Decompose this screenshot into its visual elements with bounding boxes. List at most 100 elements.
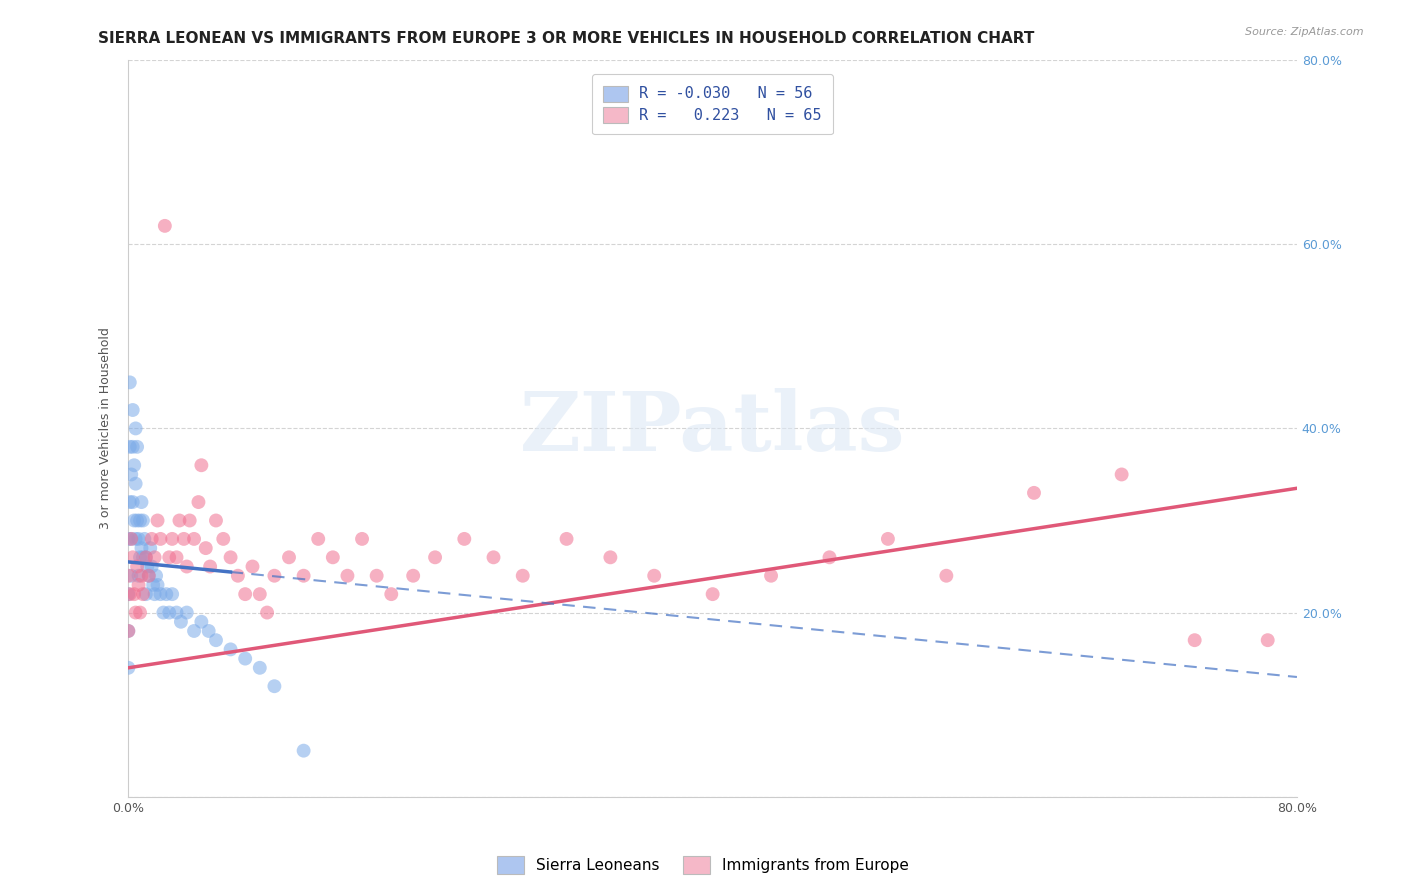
Point: [124, 476, 146, 491]
Point: [132, 514, 155, 528]
Point: [149, 532, 172, 546]
Point: [292, 744, 315, 758]
Point: [122, 587, 145, 601]
Point: [118, 440, 141, 454]
Point: [117, 568, 139, 582]
Point: [555, 532, 578, 546]
Point: [117, 624, 139, 638]
Point: [131, 541, 153, 555]
Point: [138, 568, 160, 582]
Point: [121, 550, 143, 565]
Point: [183, 532, 205, 546]
Point: [131, 568, 153, 582]
Point: [169, 514, 191, 528]
Point: [263, 568, 285, 582]
Point: [599, 550, 621, 565]
Point: [121, 403, 143, 417]
Point: [194, 541, 217, 555]
Point: [129, 514, 152, 528]
Point: [121, 440, 143, 454]
Point: [176, 606, 198, 620]
Point: [1184, 633, 1206, 648]
Point: [157, 550, 180, 565]
Point: [233, 587, 256, 601]
Point: [131, 495, 153, 509]
Point: [160, 587, 183, 601]
Point: [249, 587, 271, 601]
Point: [166, 550, 188, 565]
Point: [153, 219, 176, 233]
Point: [120, 467, 142, 482]
Point: [219, 642, 242, 657]
Point: [205, 514, 228, 528]
Point: [1257, 633, 1279, 648]
Point: [702, 587, 724, 601]
Point: [145, 568, 167, 582]
Point: [157, 606, 180, 620]
Point: [118, 587, 141, 601]
Point: [124, 421, 146, 435]
Point: [187, 495, 209, 509]
Point: [118, 376, 141, 390]
Point: [160, 532, 183, 546]
Point: [759, 568, 782, 582]
Point: [352, 532, 374, 546]
Point: [129, 606, 152, 620]
Point: [135, 587, 157, 601]
Point: [135, 550, 157, 565]
Point: [512, 568, 534, 582]
Point: [205, 633, 228, 648]
Text: SIERRA LEONEAN VS IMMIGRANTS FROM EUROPE 3 OR MORE VEHICLES IN HOUSEHOLD CORRELA: SIERRA LEONEAN VS IMMIGRANTS FROM EUROPE…: [98, 31, 1035, 46]
Point: [380, 587, 402, 601]
Point: [226, 568, 249, 582]
Point: [366, 568, 388, 582]
Point: [127, 559, 149, 574]
Point: [128, 532, 150, 546]
Point: [307, 532, 329, 546]
Point: [190, 458, 212, 473]
Point: [120, 568, 142, 582]
Point: [176, 559, 198, 574]
Point: [155, 587, 177, 601]
Point: [249, 661, 271, 675]
Point: [128, 568, 150, 582]
Point: [336, 568, 359, 582]
Point: [134, 532, 156, 546]
Point: [127, 514, 149, 528]
Point: [127, 440, 149, 454]
Point: [121, 495, 143, 509]
Point: [643, 568, 665, 582]
Point: [173, 532, 195, 546]
Point: [136, 559, 159, 574]
Legend: R = -0.030   N = 56, R =   0.223   N = 65: R = -0.030 N = 56, R = 0.223 N = 65: [592, 74, 832, 135]
Point: [132, 550, 155, 565]
Point: [118, 495, 141, 509]
Point: [117, 661, 139, 675]
Text: ZIPatlas: ZIPatlas: [520, 388, 905, 468]
Point: [117, 624, 139, 638]
Point: [120, 532, 142, 546]
Point: [292, 568, 315, 582]
Point: [124, 606, 146, 620]
Point: [122, 514, 145, 528]
Point: [256, 606, 278, 620]
Point: [818, 550, 841, 565]
Point: [124, 532, 146, 546]
Point: [128, 578, 150, 592]
Point: [143, 587, 166, 601]
Point: [219, 550, 242, 565]
Legend: Sierra Leoneans, Immigrants from Europe: Sierra Leoneans, Immigrants from Europe: [491, 850, 915, 880]
Point: [198, 559, 221, 574]
Point: [233, 651, 256, 665]
Point: [322, 550, 344, 565]
Point: [453, 532, 475, 546]
Point: [482, 550, 505, 565]
Point: [142, 578, 165, 592]
Point: [166, 606, 188, 620]
Point: [170, 615, 193, 629]
Point: [141, 532, 163, 546]
Point: [190, 615, 212, 629]
Point: [183, 624, 205, 638]
Y-axis label: 3 or more Vehicles in Household: 3 or more Vehicles in Household: [100, 327, 112, 529]
Point: [143, 550, 166, 565]
